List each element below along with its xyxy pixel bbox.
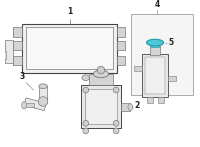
Circle shape (83, 128, 89, 134)
Bar (168, 76, 176, 81)
Bar (13, 41, 22, 50)
Text: 2: 2 (134, 101, 139, 110)
Bar (117, 41, 125, 50)
Bar (145, 57, 165, 94)
Bar (121, 103, 130, 111)
Bar (151, 43, 159, 47)
Bar (147, 97, 153, 103)
Circle shape (83, 87, 89, 93)
Bar (117, 56, 125, 65)
Circle shape (113, 87, 119, 93)
Bar (39, 86, 47, 103)
Bar (158, 97, 164, 103)
Bar (134, 66, 142, 71)
Circle shape (83, 120, 89, 126)
Bar (85, 89, 117, 124)
Ellipse shape (82, 75, 90, 81)
Bar (131, 14, 193, 95)
Bar (1, 51, 6, 59)
Bar (142, 54, 168, 97)
Bar (89, 74, 113, 85)
Text: 5: 5 (168, 38, 173, 47)
Circle shape (113, 120, 119, 126)
Ellipse shape (38, 97, 48, 106)
Bar (22, 24, 117, 73)
Bar (26, 27, 113, 69)
Ellipse shape (22, 101, 26, 109)
Circle shape (97, 66, 105, 74)
Bar (24, 98, 46, 111)
Bar (13, 56, 22, 65)
Bar (117, 27, 125, 37)
Circle shape (113, 128, 119, 134)
Text: 3: 3 (20, 72, 25, 81)
Bar (150, 45, 160, 55)
Ellipse shape (128, 104, 133, 110)
Ellipse shape (93, 70, 109, 78)
Text: 4: 4 (154, 0, 160, 9)
Bar (81, 85, 121, 128)
Bar (5, 40, 13, 64)
Text: 1: 1 (67, 7, 72, 16)
Bar (24, 103, 34, 107)
Ellipse shape (147, 39, 164, 46)
Bar (13, 27, 22, 37)
Ellipse shape (39, 84, 47, 89)
